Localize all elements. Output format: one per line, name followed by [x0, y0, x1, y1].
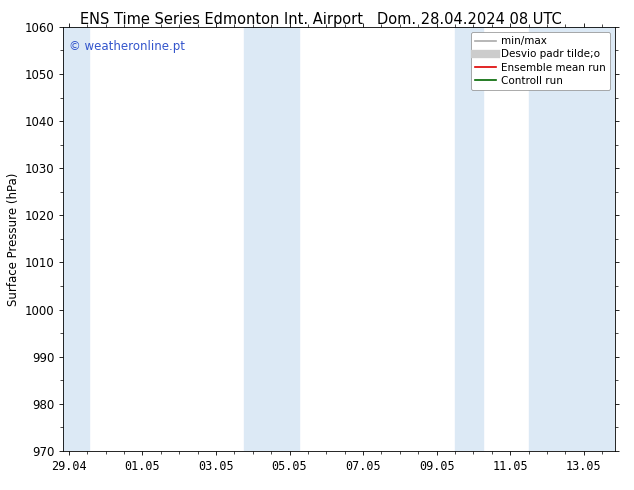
Text: ENS Time Series Edmonton Int. Airport: ENS Time Series Edmonton Int. Airport [81, 12, 363, 27]
Text: Dom. 28.04.2024 08 UTC: Dom. 28.04.2024 08 UTC [377, 12, 562, 27]
Legend: min/max, Desvio padr tilde;o, Ensemble mean run, Controll run: min/max, Desvio padr tilde;o, Ensemble m… [470, 32, 610, 90]
Bar [63, 27, 89, 451]
Bar [529, 27, 615, 451]
Y-axis label: Surface Pressure (hPa): Surface Pressure (hPa) [8, 172, 20, 306]
Bar [243, 27, 299, 451]
Text: © weatheronline.pt: © weatheronline.pt [69, 40, 185, 52]
Bar [455, 27, 482, 451]
